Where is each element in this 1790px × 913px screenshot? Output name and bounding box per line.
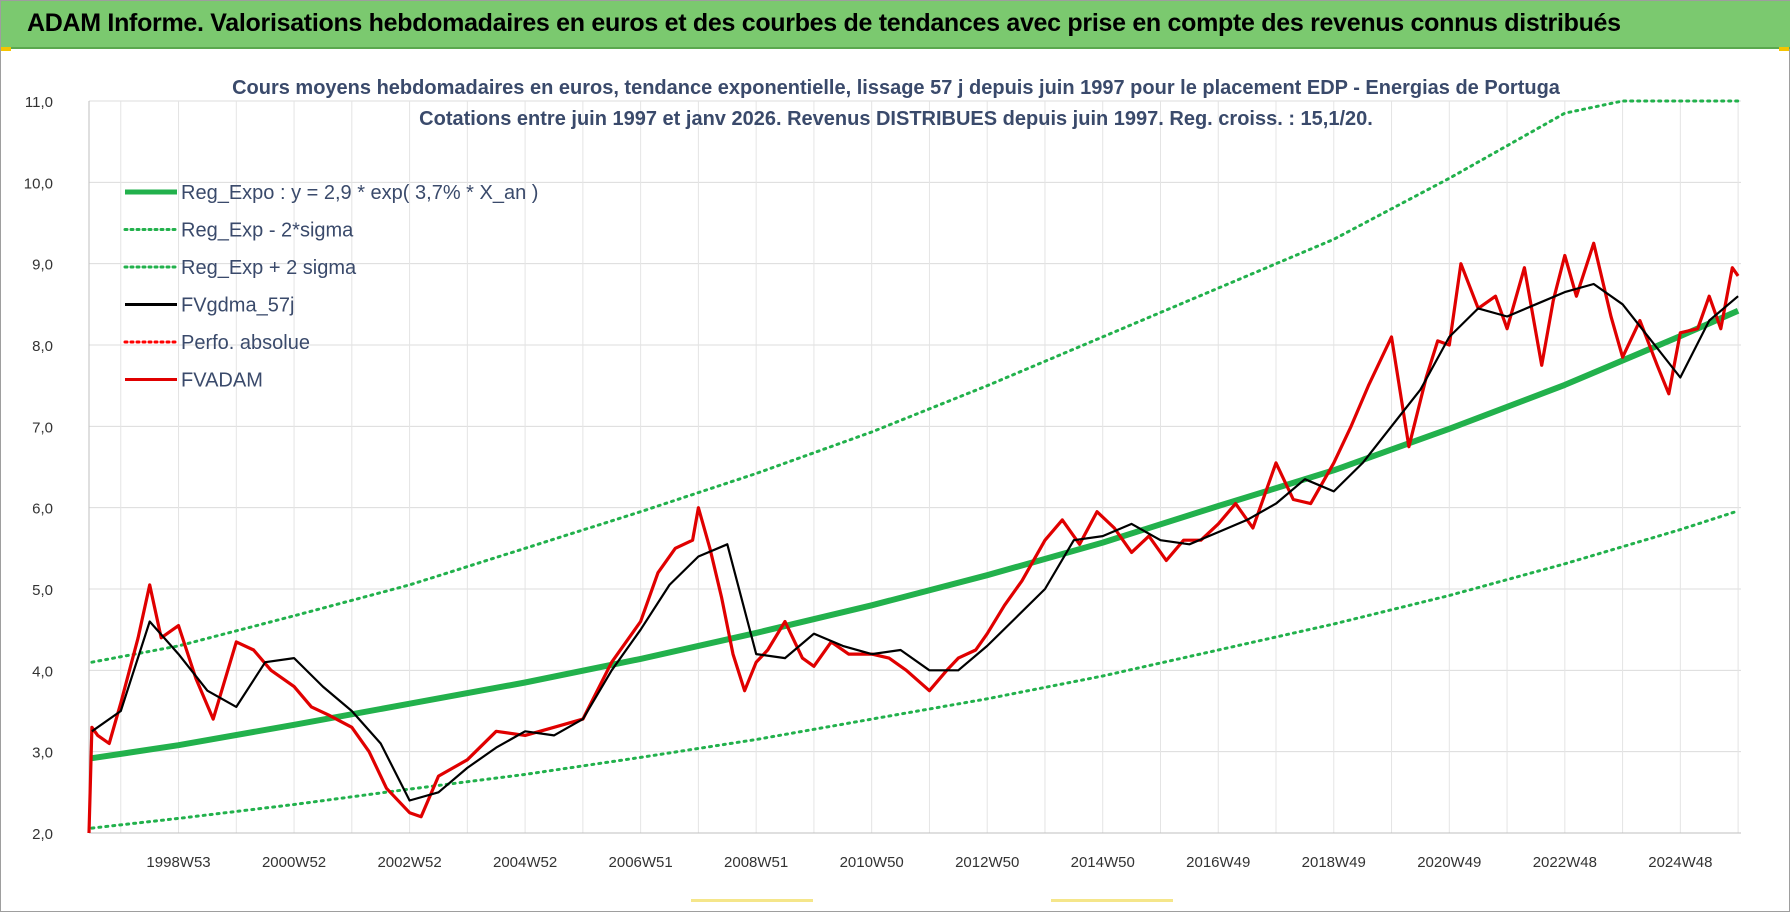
legend-item: Perfo. absolue [123, 332, 310, 354]
series-line [87, 241, 1740, 834]
y-tick-label: 3,0 [32, 745, 53, 762]
y-tick-label: 10,0 [24, 175, 53, 192]
legend-label: Reg_Expo : y = 2,9 * exp( 3,7% * X_an ) [181, 182, 538, 204]
legend-label: FVADAM [181, 370, 263, 392]
y-tick-label: 6,0 [32, 501, 53, 518]
chart-series [87, 99, 1740, 834]
header-banner: ADAM Informe. Valorisations hebdomadaire… [1, 1, 1790, 49]
x-tick-label: 2000W52 [262, 854, 326, 871]
y-axis-ticks: 2,0 3,0 4,0 5,0 6,0 7,0 8,0 9,0 10,0 11,0 [24, 94, 53, 843]
legend-item: FVgdma_57j [125, 295, 294, 317]
x-axis-ticks: 1998W53 2000W52 2002W52 2004W52 2006W51 2008W… [146, 854, 1712, 871]
legend-item: FVADAM [125, 370, 263, 392]
x-tick-label: 2006W51 [609, 854, 673, 871]
x-tick-label: 2018W49 [1302, 854, 1366, 871]
chart-title: Cours moyens hebdomadaires en euros, ten… [232, 77, 1561, 99]
y-tick-label: 5,0 [32, 582, 53, 599]
series-line [90, 509, 1740, 830]
x-tick-label: 2020W49 [1417, 854, 1481, 871]
legend-label: FVgdma_57j [181, 295, 294, 317]
bottom-mark [1051, 899, 1173, 902]
x-tick-label: 2008W51 [724, 854, 788, 871]
y-tick-label: 7,0 [32, 419, 53, 436]
x-tick-label: 2010W50 [840, 854, 904, 871]
legend-item: Reg_Expo : y = 2,9 * exp( 3,7% * X_an ) [125, 182, 538, 204]
legend-item: Reg_Exp + 2 sigma [123, 257, 357, 279]
legend-label: Reg_Exp - 2*sigma [181, 220, 354, 242]
series-line [90, 99, 1740, 664]
x-tick-label: 2004W52 [493, 854, 557, 871]
x-tick-label: 2022W48 [1533, 854, 1597, 871]
chart-legend: Reg_Expo : y = 2,9 * exp( 3,7% * X_an ) R… [123, 182, 538, 392]
chart-grid [88, 100, 1741, 834]
legend-item: Reg_Exp - 2*sigma [123, 220, 354, 242]
y-tick-label: 11,0 [25, 94, 53, 111]
x-tick-label: 1998W53 [146, 854, 210, 871]
series-line [91, 308, 1740, 762]
chart-subtitle: Cotations entre juin 1997 et janv 2026. … [419, 108, 1373, 130]
legend-label: Reg_Exp + 2 sigma [181, 257, 357, 279]
y-tick-label: 4,0 [32, 663, 53, 680]
legend-label: Perfo. absolue [181, 332, 310, 354]
corner-mark-right [1779, 47, 1789, 51]
x-tick-label: 2024W48 [1648, 854, 1712, 871]
y-tick-label: 9,0 [32, 257, 53, 274]
x-tick-label: 2014W50 [1071, 854, 1135, 871]
y-tick-label: 8,0 [32, 338, 53, 355]
x-tick-label: 2016W49 [1186, 854, 1250, 871]
x-tick-label: 2002W52 [377, 854, 441, 871]
series-line [91, 282, 1739, 802]
page-title: ADAM Informe. Valorisations hebdomadaire… [27, 9, 1621, 37]
bottom-mark [691, 899, 813, 902]
corner-mark-left [1, 47, 11, 51]
y-tick-label: 2,0 [32, 826, 53, 843]
x-tick-label: 2012W50 [955, 854, 1019, 871]
